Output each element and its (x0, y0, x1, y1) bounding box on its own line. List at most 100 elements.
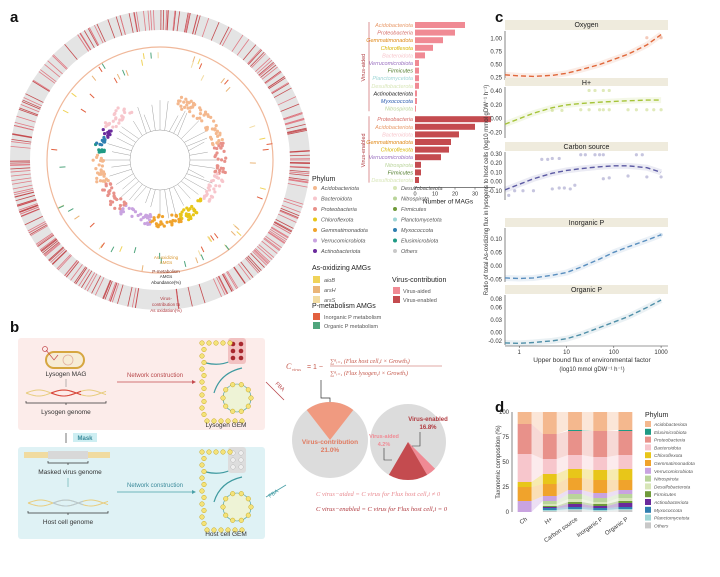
panel-d-legend: Acidobacteriota Elusimicrobiota Proteobact… (645, 421, 695, 529)
tree-tip-verrucomicrobiota (127, 206, 131, 210)
legend-swatch-p (313, 313, 320, 320)
virus-contribution-bar (226, 271, 238, 290)
lysogen-genome-dna-icon (25, 389, 107, 397)
legend-label: Inorganic P metabolism (324, 315, 382, 321)
stack-segment-gemmatimonadota (568, 478, 582, 490)
tree-branch (181, 181, 199, 195)
tree-tip-acidobacteriota (188, 109, 192, 114)
virus-contribution-bar (185, 12, 190, 33)
legend-label: Nitrospirota (654, 477, 679, 483)
gem-virus-node (238, 450, 244, 456)
flow-band (556, 509, 569, 511)
gem-virus-node (238, 355, 244, 361)
tree-branch (121, 126, 139, 139)
amg-mark (197, 250, 202, 257)
virus-contribution-bar (271, 82, 289, 94)
bar-virus-enabled-acidobacteriota (415, 123, 475, 130)
tree-tip-gemmatimonadota (162, 224, 166, 228)
tree-tip-verrucomicrobiota (148, 218, 152, 222)
virus-contribution-bar (41, 239, 58, 252)
tree-tip-acidobacteriota (212, 119, 216, 123)
stack-segment-desulfobacterota (593, 502, 608, 504)
tree-tip-bacteroidota (104, 124, 108, 129)
virus-contribution-bar (263, 238, 280, 251)
legend-label: Verrucomicrobiota (654, 469, 693, 475)
tree-tip-bacteroidota (217, 184, 222, 188)
virus-contribution-bar (107, 19, 116, 39)
amg-mark (259, 187, 266, 190)
tree-tip-acidobacteriota (95, 176, 99, 180)
virus-contribution-bar (286, 127, 307, 133)
virus-contribution-bar (289, 154, 310, 157)
stack-segment-planctomycetota (593, 510, 608, 511)
tree-tip-actinobacteriota (102, 132, 107, 136)
virus-contribution-bar (43, 241, 60, 255)
tree-tip-bacteroidota (117, 121, 121, 125)
gem-node (238, 491, 244, 497)
virus-contribution-bar (288, 179, 309, 184)
virus-contribution-bar (253, 249, 269, 265)
virus-contribution-bar (64, 260, 78, 277)
tree-tip-bacteroidota (112, 112, 116, 117)
virus-contribution-bar (279, 210, 299, 220)
bar-label: Chloroflexota (381, 148, 413, 154)
tree-tip-acidobacteriota (95, 153, 100, 157)
facet-title: Organic P (571, 287, 602, 294)
stack-segment-gemmatimonadota (618, 480, 633, 490)
gem-node (201, 481, 207, 488)
data-point (579, 153, 583, 157)
tree-tip-bacteroidota (216, 176, 221, 180)
data-point (634, 108, 638, 112)
data-point (645, 108, 649, 112)
virus-contribution-bar (287, 129, 308, 135)
virus-contribution-bar (91, 275, 102, 294)
amg-mark (51, 148, 58, 151)
amg-mark (266, 143, 273, 146)
virus-contribution-bar (274, 221, 293, 232)
tree-tip-gemmatimonadota (157, 213, 161, 217)
gem-virus-node (238, 348, 244, 354)
y-tick-label: 0.03 (490, 318, 502, 324)
lysogen-mag-label: Lysogen MAG (46, 371, 87, 378)
flow-band (581, 490, 594, 498)
host-cell-gem-network (199, 447, 254, 533)
amg-mark (200, 246, 205, 253)
gem-virus-node (238, 464, 244, 470)
tree-tip-chloroflexota (192, 207, 196, 211)
gem-node (238, 517, 244, 523)
virus-contribution-bar (278, 213, 297, 223)
gem-node (201, 398, 207, 405)
virus-contribution-bar (77, 34, 90, 52)
tree-branch (111, 151, 131, 156)
data-point (607, 108, 611, 112)
legend-label: Gemmatimonadota (321, 228, 368, 234)
data-point (560, 108, 564, 113)
tree-branch (116, 137, 134, 147)
data-point (550, 187, 554, 191)
virus-contribution-legend-title: Virus-contribution (392, 277, 446, 284)
tree-tip-verrucomicrobiota (144, 213, 148, 217)
callout-aided (383, 448, 392, 461)
flow-band (556, 499, 569, 506)
legend-label: Desulfobacterota (654, 484, 691, 490)
virus-contribution-bar (44, 63, 61, 78)
legend-label: Virus-enabled (403, 298, 437, 304)
data-point (645, 36, 649, 40)
legend-dot-firmicutes (393, 207, 397, 211)
amg-mark (71, 92, 77, 98)
virus-contribution-bar (48, 246, 64, 261)
bar-virus-enabled-verrucomicrobiota (415, 154, 441, 161)
tree-tip-proteobacteria (213, 170, 217, 174)
bar-label: Bacteroidota (382, 53, 413, 59)
virus-contribution-bar (247, 49, 263, 65)
y-tick-label: 50 (502, 460, 509, 466)
data-point (659, 108, 663, 112)
formula-lhs-sub: virus (292, 367, 301, 372)
stack-segment-gemmatimonadota (517, 487, 532, 501)
bar-virus-aided-planctomycetota (415, 75, 419, 82)
virus-contribution-bar (19, 204, 39, 213)
flow-band (607, 498, 619, 504)
stack-segment-bacteroidota (542, 459, 557, 474)
virus-contribution-bar (218, 275, 229, 295)
